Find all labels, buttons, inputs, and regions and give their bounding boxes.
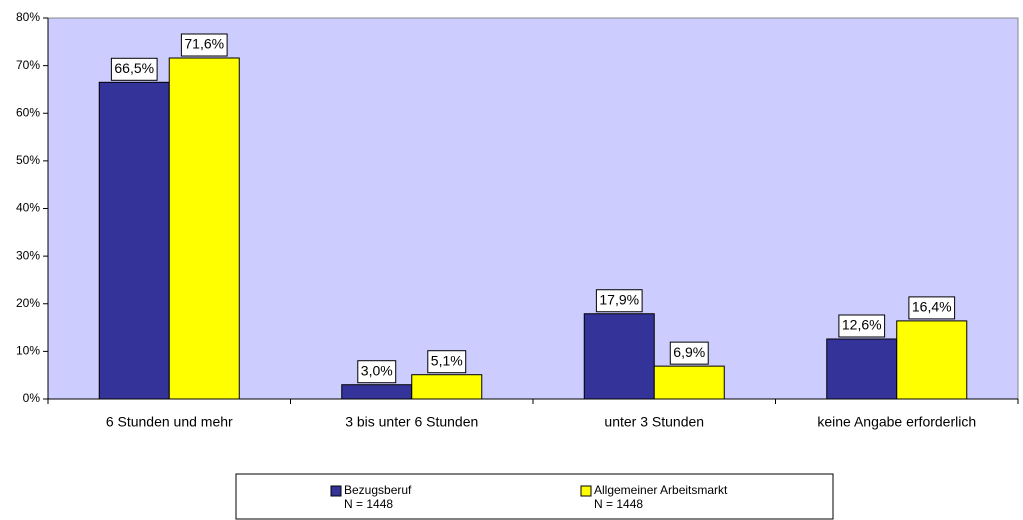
data-label: 66,5%: [114, 60, 154, 76]
x-tick-label: 6 Stunden und mehr: [106, 414, 233, 430]
bar: [98, 81, 170, 400]
bar: [411, 374, 483, 400]
data-label: 16,4%: [912, 299, 952, 315]
y-tick-label: 0%: [23, 391, 41, 405]
bar: [341, 384, 413, 400]
data-label: 5,1%: [431, 352, 463, 368]
y-tick-label: 30%: [16, 248, 40, 262]
bar: [653, 365, 725, 400]
x-tick-label: keine Angabe erforderlich: [817, 414, 976, 430]
bar: [896, 320, 968, 400]
data-label: 71,6%: [184, 36, 224, 52]
y-tick-label: 40%: [16, 201, 40, 215]
legend-swatch: [330, 485, 342, 497]
bar: [826, 338, 898, 400]
data-label-box: [669, 341, 709, 365]
data-label-box: [357, 360, 397, 384]
data-label: 3,0%: [361, 362, 393, 378]
legend-box: [235, 473, 834, 520]
data-label-box: [180, 33, 228, 57]
data-label-box: [838, 314, 886, 338]
legend-label: Allgemeiner Arbeitsmarkt: [594, 483, 728, 497]
legend-note: N = 1448: [344, 497, 393, 511]
data-label: 17,9%: [599, 291, 639, 307]
y-tick-label: 80%: [16, 10, 40, 24]
legend-label: Bezugsberuf: [344, 483, 412, 497]
y-tick-label: 50%: [16, 153, 40, 167]
data-label-box: [908, 296, 956, 320]
bar: [583, 313, 655, 400]
legend-note: N = 1448: [594, 497, 643, 511]
legend-swatch: [580, 485, 592, 497]
bar: [168, 57, 240, 400]
x-tick-label: 3 bis unter 6 Stunden: [345, 414, 478, 430]
data-label-box: [595, 289, 643, 313]
y-tick-label: 60%: [16, 105, 40, 119]
data-label: 6,9%: [673, 344, 705, 360]
data-label-box: [427, 350, 467, 374]
data-label-box: [110, 57, 158, 81]
data-label: 12,6%: [842, 317, 882, 333]
y-tick-label: 20%: [16, 296, 40, 310]
x-tick-label: unter 3 Stunden: [604, 414, 704, 430]
y-tick-label: 10%: [16, 344, 40, 358]
y-tick-label: 70%: [16, 58, 40, 72]
